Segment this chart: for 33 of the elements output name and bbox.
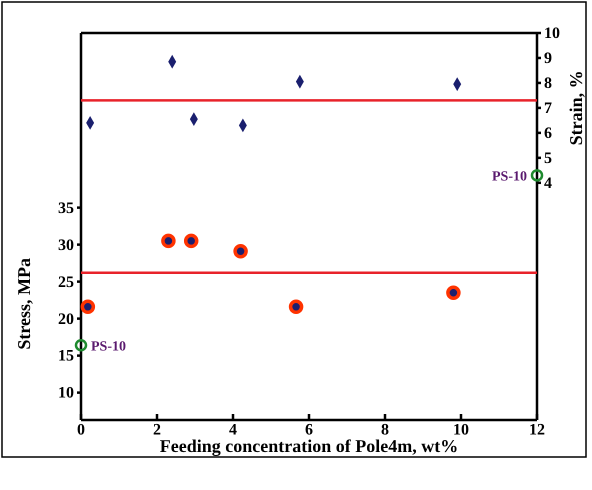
y2-tick-label: 10 [544, 25, 560, 42]
y2-tick-label: 9 [544, 50, 552, 68]
y-tick-label: 15 [58, 348, 74, 365]
y2-tick-label: 8 [544, 75, 552, 92]
x-tick-label: 4 [229, 421, 237, 438]
y-tick-label: 25 [58, 274, 74, 291]
point [74, 339, 88, 352]
y-tick-label: 30 [58, 236, 74, 254]
x-tick-label: 10 [453, 421, 469, 438]
x-tick-label: 8 [381, 421, 389, 438]
y2-axis-title: Strain, % [566, 70, 586, 146]
point [184, 234, 198, 248]
y2-tick-label: 7 [544, 100, 552, 118]
x-tick-label: 2 [153, 421, 161, 438]
point [288, 300, 304, 314]
point [80, 300, 96, 314]
x-tick-label: 6 [305, 421, 313, 438]
series-label: PS-10 [91, 339, 126, 354]
point [530, 169, 544, 182]
point [161, 234, 176, 248]
x-axis-title: Feeding concentration of Pole4m, wt% [160, 436, 458, 456]
y2-tick-label: 4 [544, 174, 552, 192]
y-tick-label: 20 [58, 310, 74, 328]
x-tick-label: 0 [77, 421, 85, 438]
y-tick-label: 10 [58, 384, 74, 402]
point [233, 244, 248, 259]
series-label: PS-10 [492, 169, 527, 184]
y-axis-title: Stress, MPa [14, 258, 34, 350]
y-tick-label: 35 [58, 200, 74, 217]
x-tick-label: 12 [529, 421, 545, 438]
y2-tick-label: 5 [544, 150, 552, 167]
point [446, 285, 461, 300]
y2-tick-label: 6 [544, 124, 552, 142]
